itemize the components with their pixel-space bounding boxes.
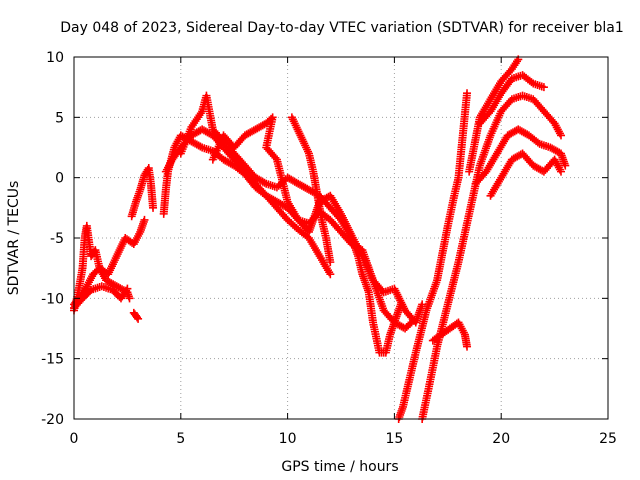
series-track-9 xyxy=(208,113,416,333)
series-track-10 xyxy=(287,113,335,267)
data-point xyxy=(123,284,132,293)
data-point xyxy=(396,300,405,309)
y-tick-label: -20 xyxy=(41,412,64,428)
data-point xyxy=(149,203,158,212)
x-tick-labels: 0 5 10 15 20 25 xyxy=(70,431,617,447)
series-track-11 xyxy=(394,89,472,423)
x-tick-label: 0 xyxy=(70,431,79,447)
x-tick-label: 15 xyxy=(385,431,403,447)
y-tick-labels: -20 -15 -10 -5 0 5 10 xyxy=(41,50,64,428)
data-point xyxy=(140,215,149,224)
y-tick-label: -15 xyxy=(41,352,64,368)
data-point xyxy=(407,318,416,327)
data-point xyxy=(463,89,472,98)
x-tick-label: 5 xyxy=(176,431,185,447)
chart-title: Day 048 of 2023, Sidereal Day-to-day VTE… xyxy=(60,20,623,36)
x-tick-label: 20 xyxy=(492,431,510,447)
series-track-3 xyxy=(70,282,132,312)
data-point xyxy=(326,270,335,279)
data-point xyxy=(463,342,472,351)
y-tick-label: -10 xyxy=(41,291,64,307)
series-track-13 xyxy=(428,318,472,351)
series-track-5 xyxy=(129,308,143,323)
series-track-15 xyxy=(475,71,548,128)
x-tick-label: 25 xyxy=(599,431,617,447)
data-point xyxy=(326,258,335,267)
series-track-16 xyxy=(471,125,570,188)
data-marks xyxy=(70,55,570,423)
data-point xyxy=(418,300,427,309)
y-tick-label: 10 xyxy=(46,50,64,66)
series-track-4 xyxy=(127,164,158,221)
data-point xyxy=(557,131,566,140)
series-track-17 xyxy=(486,149,566,200)
data-point xyxy=(539,83,548,92)
y-tick-label: 0 xyxy=(55,171,64,187)
data-point xyxy=(125,294,134,303)
data-point xyxy=(561,161,570,170)
axis-ticks xyxy=(73,56,609,420)
y-tick-label: 5 xyxy=(55,110,64,126)
grid-lines xyxy=(74,57,608,419)
x-axis-title: GPS time / hours xyxy=(281,459,398,475)
data-point xyxy=(134,314,143,323)
x-tick-label: 10 xyxy=(279,431,297,447)
series-track-12 xyxy=(418,91,566,423)
y-axis-title: SDTVAR / TECUs xyxy=(6,181,22,296)
data-point xyxy=(557,167,566,176)
y-tick-label: -5 xyxy=(50,231,64,247)
